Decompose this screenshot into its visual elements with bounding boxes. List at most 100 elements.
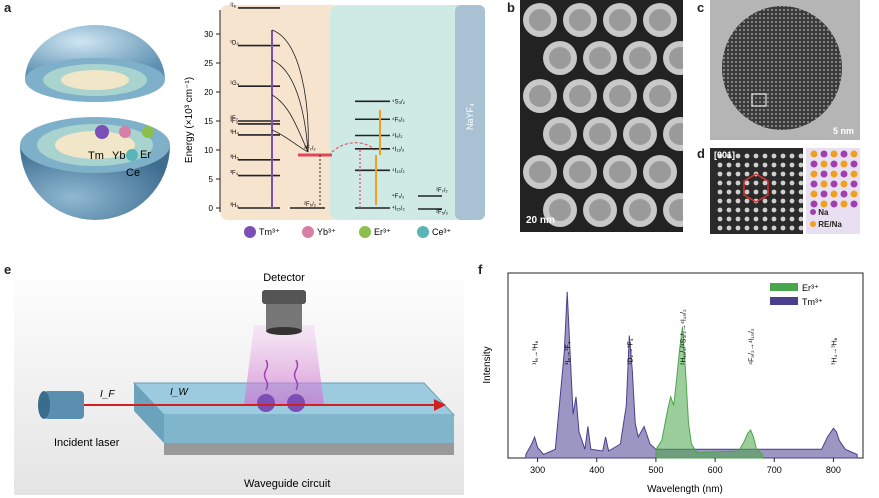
x-tick-label: 400 (589, 465, 604, 475)
hexagon-marker (743, 173, 769, 203)
lattice-atom (735, 162, 741, 168)
tm-level-label: ³F₃ (230, 119, 239, 125)
ce-level-upper: ²F₇/₂ (436, 188, 448, 194)
spectrum-series (525, 291, 858, 459)
nanoparticle-core (649, 9, 671, 31)
lattice-atom (780, 216, 786, 222)
lattice-atom (735, 180, 741, 186)
transition-annotation: ¹D₂→³F₄ (627, 338, 634, 365)
crystal-atom (850, 200, 858, 208)
nanoparticle-core (629, 123, 651, 145)
lattice-atom (771, 198, 777, 204)
lattice-atom (771, 207, 777, 213)
energy-level-diagram: NaYF₄ Energy (×10³ cm⁻¹) 0 5 10 15 20 25 30 ¹I… (184, 3, 485, 238)
panel-letter-a: a (4, 0, 12, 15)
crystal-atom (840, 180, 848, 188)
lattice-atom (771, 162, 777, 168)
lattice-atom (798, 171, 803, 177)
lattice-atom (762, 162, 768, 168)
tm-level-label: ³F₄ (230, 171, 239, 177)
hrtem-single-particle: 5 nm (710, 0, 860, 140)
nanoparticle-core (629, 47, 651, 69)
lattice-atom (744, 198, 750, 204)
crystal-atom (820, 170, 828, 178)
lattice-atom (762, 171, 768, 177)
yb-level-lower: ²F₅/₂ (304, 202, 317, 208)
crystal-atom (810, 200, 818, 208)
legend-re: RE/Na (818, 220, 842, 229)
lattice-atom (789, 207, 795, 213)
lattice-atom (762, 189, 768, 195)
nanoparticle-core (609, 9, 631, 31)
lattice-atom (735, 225, 741, 231)
lattice-atom (798, 225, 803, 231)
tm-level-label: ¹I₆ (230, 3, 237, 9)
x-tick-label: 800 (826, 465, 841, 475)
crystal-atom (820, 200, 828, 208)
lattice-atom (753, 162, 759, 168)
lattice-atom (771, 225, 777, 231)
lattice-atom (798, 198, 803, 204)
nanoparticle-core (669, 123, 683, 145)
x-tick-label: 500 (648, 465, 663, 475)
lattice-atom (780, 225, 786, 231)
crystal-atom (820, 190, 828, 198)
er-level-label: ⁴I₁₃/₂ (392, 167, 405, 174)
spectrum-series (655, 326, 763, 459)
er-level-label: ⁴I₁₁/₂ (392, 146, 405, 153)
lattice-atom (798, 180, 803, 186)
nanoparticle-core (609, 85, 631, 107)
lattice-atom (762, 207, 768, 213)
atomic-lattice-image: [001] (710, 148, 803, 234)
tm-level-label: ¹G₄ (230, 81, 240, 87)
nanoparticle-core (609, 161, 631, 183)
legend-ion-label: Ce³⁺ (432, 227, 452, 237)
lattice-atom (762, 153, 768, 159)
lattice-atom (780, 162, 786, 168)
tm-ion-icon (95, 125, 109, 139)
nanoparticle-core (569, 85, 591, 107)
er-level-label: ⁴F₉/₂ (392, 116, 405, 123)
nanoparticle-core (549, 123, 571, 145)
crystal-atom (850, 190, 858, 198)
lattice-atom (789, 189, 795, 195)
lattice-atom (726, 216, 732, 222)
crystal-atom (850, 180, 858, 188)
crystal-atom (850, 160, 858, 168)
detector-label: Detector (263, 272, 305, 284)
lattice-atom (753, 207, 759, 213)
legend-ion-label: Yb³⁺ (317, 227, 336, 237)
lattice-atom (744, 216, 750, 222)
panel-letter-d: d (697, 146, 705, 161)
crystal-structure-model: Na RE/Na (806, 148, 860, 234)
lattice-atom (798, 162, 803, 168)
lattice-atom (753, 225, 759, 231)
lattice-atom (780, 207, 786, 213)
lattice-atom (717, 171, 723, 177)
lattice-atom (789, 171, 795, 177)
energy-tick-label: 20 (204, 88, 213, 97)
lattice-atom (744, 189, 750, 195)
crystal-atom (810, 160, 818, 168)
nanoparticle-core (589, 47, 611, 69)
crystal-atom (810, 170, 818, 178)
tm-level-label: ³F₂ (230, 116, 239, 122)
nanoparticle-core (669, 199, 683, 221)
lattice-atom (735, 153, 741, 159)
tem-image-array: 20 nm (520, 0, 683, 232)
lattice-atom (744, 180, 750, 186)
lattice-atom (726, 153, 732, 159)
legend-label: Er³⁺ (802, 283, 819, 293)
lattice-atom (726, 171, 732, 177)
waveguide-schematic: Detector Incident laser I_F I_W Waveguid… (14, 265, 464, 495)
nanoparticle-core (589, 123, 611, 145)
lattice-atom (780, 189, 786, 195)
tm-level-label: ³H₆ (230, 203, 239, 209)
lattice-atom (771, 153, 777, 159)
waveguide-label: Waveguide circuit (244, 478, 330, 490)
ion-label-er: Er (140, 149, 151, 161)
x-tick-label: 600 (708, 465, 723, 475)
lattice-atom (789, 225, 795, 231)
panel-letter-f: f (478, 262, 483, 277)
crystal-atom (830, 200, 838, 208)
